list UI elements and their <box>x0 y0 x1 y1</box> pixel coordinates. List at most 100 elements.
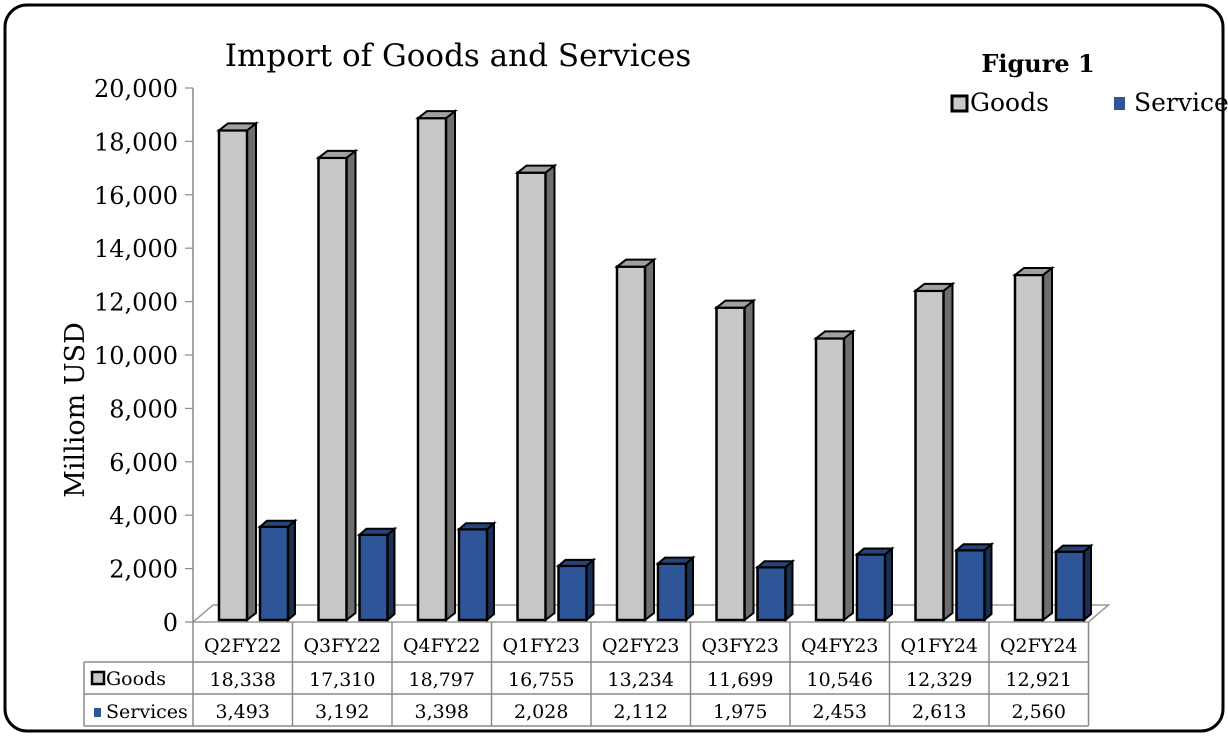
goods-bar <box>1012 265 1055 623</box>
y-tick-label: 8,000 <box>109 395 178 423</box>
services-bar-top <box>456 522 497 531</box>
services-value-label: 3,493 <box>216 701 270 723</box>
services-value-label: 2,028 <box>514 701 568 723</box>
goods-bar-front <box>715 306 746 622</box>
services-value-label: 1,975 <box>713 701 767 723</box>
services-bar-top <box>655 556 696 565</box>
services-bar-front <box>656 562 688 622</box>
goods-value-label: 10,546 <box>807 669 873 691</box>
y-tick-label: 20,000 <box>94 75 178 103</box>
goods-bar-side <box>246 121 257 623</box>
services-value-label: 2,112 <box>614 701 668 723</box>
x-tick-label: Q2FY22 <box>204 635 282 657</box>
services-bar <box>854 546 895 623</box>
services-bar-top <box>1053 544 1094 553</box>
y-tick-label: 18,000 <box>94 128 178 156</box>
services-value-label: 3,192 <box>315 701 369 723</box>
goods-bar-front <box>914 289 945 622</box>
goods-bar-top <box>216 122 259 132</box>
goods-bar <box>415 109 458 623</box>
x-tick-label: Q4FY22 <box>403 635 481 657</box>
chart-title: Import of Goods and Services <box>225 38 692 74</box>
goods-bar-side <box>942 281 954 623</box>
legend: Goods Services <box>950 88 1228 117</box>
services-bar-top <box>555 558 597 567</box>
table-services-row-label: Services <box>106 701 188 723</box>
y-tick-label: 0 <box>163 609 178 637</box>
y-tick-label: 14,000 <box>94 235 178 263</box>
services-value-label: 2,453 <box>813 701 867 723</box>
goods-bar-top <box>713 299 757 309</box>
goods-bar-top <box>813 330 856 340</box>
services-bar <box>754 559 796 623</box>
services-bar-top <box>257 519 298 528</box>
x-tick-label: Q3FY22 <box>303 635 381 657</box>
services-bar <box>456 521 497 623</box>
goods-bar-top <box>1012 267 1055 277</box>
services-bar-front <box>358 533 389 622</box>
goods-bar <box>315 148 359 623</box>
y-tick-label: 2,000 <box>109 556 178 584</box>
bars <box>216 109 1094 623</box>
services-value-label: 2,613 <box>912 701 966 723</box>
services-bar-top <box>953 543 995 552</box>
y-axis: 0 2,000 4,000 6,000 8,000 10,000 12,000 14,000 1… <box>94 75 194 637</box>
legend-services-label: Services <box>1134 88 1228 117</box>
goods-value-label: 18,338 <box>210 669 276 691</box>
table-goods-swatch <box>90 670 106 686</box>
goods-bar <box>813 329 856 623</box>
goods-value-label: 18,797 <box>409 669 475 691</box>
goods-bar-top <box>614 258 657 268</box>
goods-bar-front <box>615 265 647 622</box>
services-bar-top <box>854 547 895 556</box>
goods-bar-side <box>743 298 755 623</box>
figure-label: Figure 1 <box>981 49 1094 78</box>
services-bar-top <box>356 527 398 536</box>
services-bar-front <box>258 525 290 622</box>
y-tick-label: 4,000 <box>109 502 178 530</box>
goods-bar-top <box>912 282 956 292</box>
services-bar-front <box>1054 550 1086 622</box>
services-bar <box>953 542 995 623</box>
services-bar <box>1053 543 1094 623</box>
x-tick-label: Q1FY23 <box>502 635 580 657</box>
data-table: Q2FY22 18,338 3,493 Q3FY22 17,310 3,192 Q4FY22… <box>83 622 1090 727</box>
services-bar <box>356 526 398 623</box>
services-bar-front <box>855 553 887 622</box>
x-tick-label: Q2FY24 <box>1000 635 1078 657</box>
goods-bar-side <box>843 329 854 623</box>
goods-bar <box>614 257 657 623</box>
legend-goods-swatch <box>950 94 969 113</box>
goods-bar <box>216 121 259 623</box>
goods-bar-top <box>315 149 359 159</box>
y-tick-label: 12,000 <box>94 289 178 317</box>
goods-bar-front <box>516 171 547 622</box>
legend-services-swatch <box>1114 97 1125 110</box>
goods-bar-top <box>415 110 458 120</box>
services-bar <box>257 518 298 623</box>
services-bar-front <box>557 564 588 622</box>
goods-value-label: 16,755 <box>508 669 574 691</box>
services-value-label: 3,398 <box>415 701 469 723</box>
x-tick-label: Q1FY24 <box>900 635 978 657</box>
goods-value-label: 17,310 <box>309 669 375 691</box>
services-bar <box>655 555 696 623</box>
services-bar <box>555 557 597 623</box>
y-tick-label: 6,000 <box>109 449 178 477</box>
services-value-label: 2,560 <box>1012 701 1066 723</box>
services-bar-front <box>955 548 986 622</box>
legend-goods-label: Goods <box>970 88 1049 117</box>
y-axis-label: Milliom USD <box>60 322 91 498</box>
goods-value-label: 12,921 <box>1006 669 1072 691</box>
goods-bar <box>514 163 558 623</box>
goods-bar-front <box>317 156 348 622</box>
goods-value-label: 11,699 <box>707 669 773 691</box>
goods-bar-top <box>514 164 558 174</box>
x-tick-label: Q3FY23 <box>701 635 779 657</box>
goods-bar-side <box>1042 265 1053 623</box>
goods-bar-front <box>814 337 846 622</box>
goods-bar-front <box>1013 273 1045 622</box>
x-tick-label: Q2FY23 <box>602 635 680 657</box>
goods-bar-side <box>644 257 655 623</box>
